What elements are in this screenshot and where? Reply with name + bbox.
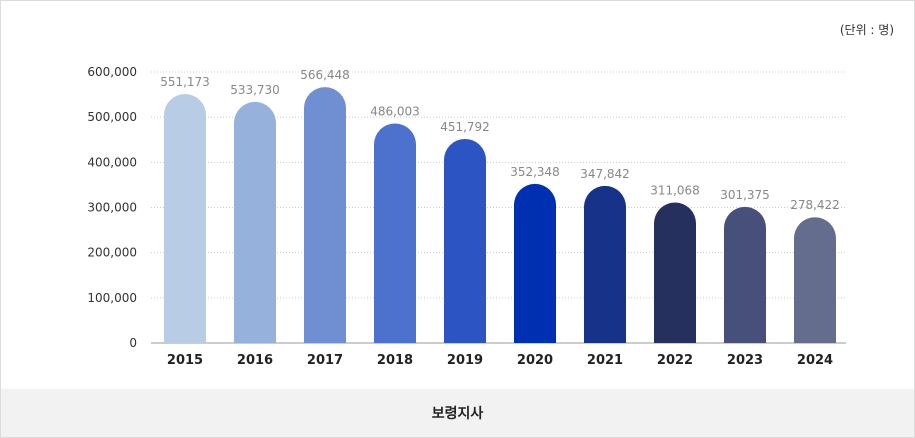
x-tick-label: 2015: [167, 353, 203, 368]
bar-2019: [444, 138, 486, 343]
unit-label: (단위 : 명): [839, 23, 894, 37]
x-tick-label: 2020: [517, 353, 553, 368]
x-tick-label: 2019: [447, 353, 483, 368]
y-tick-label: 200,000: [87, 246, 137, 260]
y-tick-label: 500,000: [87, 110, 137, 124]
data-label-2016: 533,730: [230, 83, 280, 97]
x-axis-ticks: 2015 2016 2017 2018 2019 2020 2021 2022 2023 2024: [167, 353, 833, 368]
data-label-2023: 301,375: [720, 188, 770, 202]
bar-2016: [234, 101, 276, 344]
y-tick-label: 100,000: [87, 291, 137, 305]
y-tick-label: 600,000: [87, 65, 137, 79]
x-tick-label: 2024: [797, 353, 833, 368]
y-axis-ticks: 0 100,000 200,000 300,000 400,000 500,000 600,…: [87, 65, 137, 350]
data-label-2017: 566,448: [300, 68, 350, 82]
y-tick-label: 400,000: [87, 155, 137, 169]
data-label-2024: 278,422: [790, 198, 840, 212]
bar-2021: [584, 185, 626, 343]
y-tick-label: 0: [129, 336, 137, 350]
bar-2022: [654, 202, 696, 343]
bar-2018: [374, 123, 416, 343]
data-label-2022: 311,068: [650, 184, 700, 198]
bar-layer: [164, 87, 836, 344]
bar-chart: 0 100,000 200,000 300,000 400,000 500,000 600,…: [87, 65, 846, 368]
data-label-2019: 451,792: [440, 120, 490, 134]
x-tick-label: 2023: [727, 353, 763, 368]
x-tick-label: 2017: [307, 353, 343, 368]
data-label-2015: 551,173: [160, 75, 210, 89]
bar-2015: [164, 94, 206, 343]
x-tick-label: 2022: [657, 353, 693, 368]
y-tick-label: 300,000: [87, 201, 137, 215]
chart-caption: 보령지사: [1, 389, 914, 437]
bar-2024: [794, 217, 836, 343]
data-label-layer: 551,173 533,730 566,448 486,003 451,792 352,3…: [160, 68, 840, 212]
data-label-2018: 486,003: [370, 104, 420, 118]
bar-2020: [514, 183, 556, 343]
x-tick-label: 2021: [587, 353, 623, 368]
data-label-2021: 347,842: [580, 167, 630, 181]
x-tick-label: 2016: [237, 353, 273, 368]
bar-2017: [304, 87, 346, 343]
x-tick-label: 2018: [377, 353, 413, 368]
data-label-2020: 352,348: [510, 165, 560, 179]
bar-2023: [724, 206, 766, 343]
